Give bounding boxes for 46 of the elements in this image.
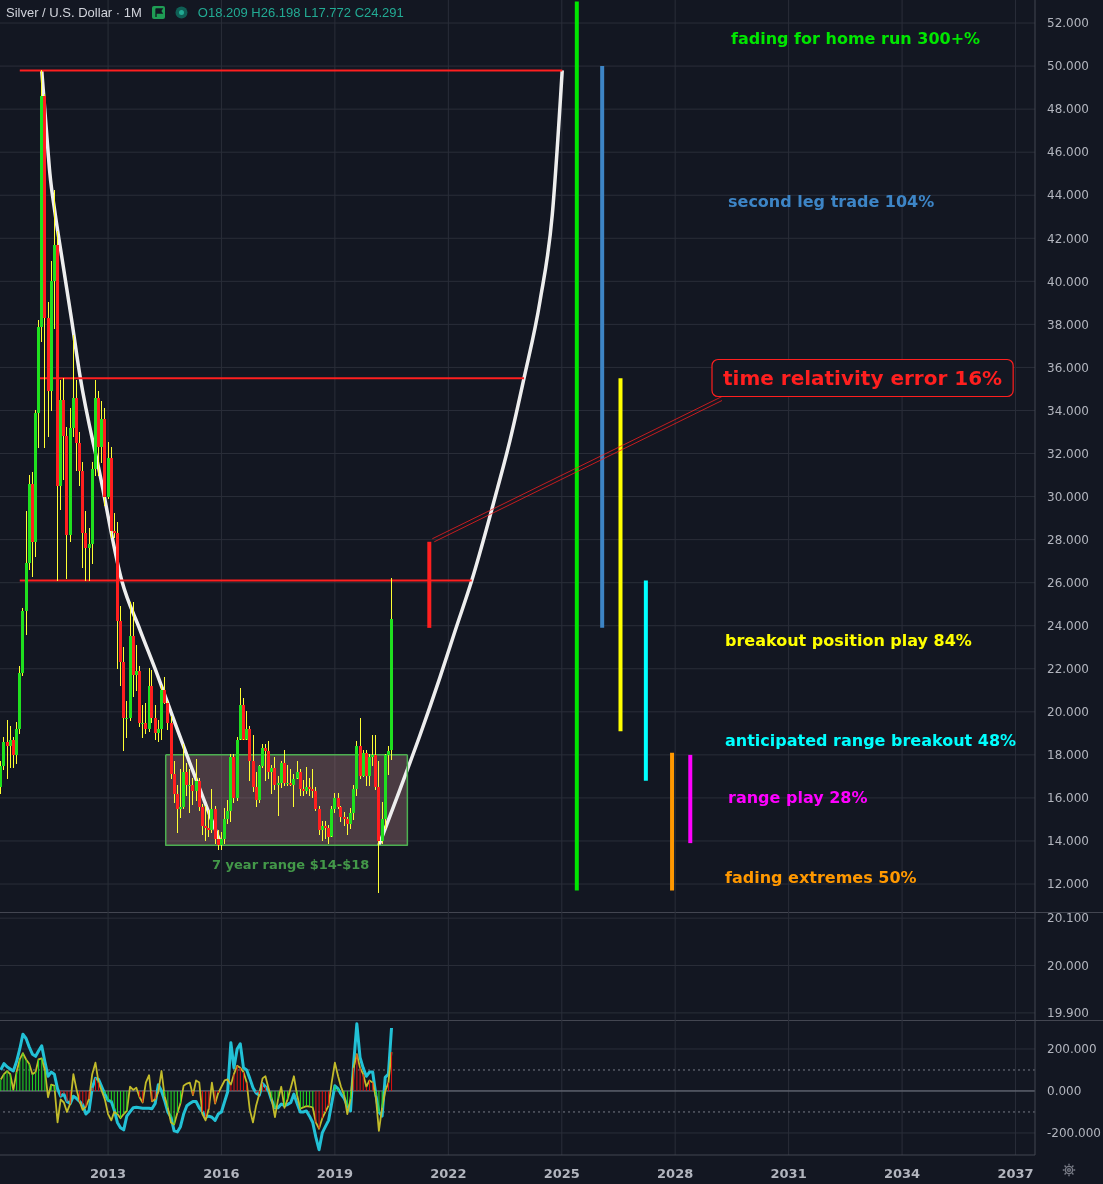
y-tick-label: 32.000 — [1047, 446, 1089, 461]
x-tick-label: 2034 — [883, 1166, 921, 1182]
y-tick-label: 22.000 — [1047, 662, 1089, 677]
y-tick-label: 44.000 — [1047, 188, 1089, 203]
y-tick-label: 20.000 — [1047, 958, 1089, 973]
y-tick-label: 40.000 — [1047, 274, 1089, 289]
annotation: second leg trade 104% — [728, 191, 935, 211]
x-tick-label: 2031 — [770, 1166, 807, 1182]
y-tick-label: 48.000 — [1047, 102, 1089, 117]
y-tick-label: 20.100 — [1047, 911, 1089, 926]
y-tick-label: 30.000 — [1047, 489, 1089, 504]
annotation: anticipated range breakout 48% — [725, 730, 1017, 750]
annotation: 7 year range $14-$18 — [212, 856, 370, 872]
annotation: fading extremes 50% — [725, 867, 917, 887]
x-tick-label: 2037 — [997, 1166, 1034, 1182]
y-tick-label: 12.000 — [1047, 877, 1089, 892]
y-tick-label: 38.000 — [1047, 317, 1089, 332]
y-tick-label: 24.000 — [1047, 618, 1089, 633]
x-tick-label: 2013 — [89, 1166, 127, 1182]
annotation: range play 28% — [728, 787, 868, 807]
chart-title: Silver / U.S. Dollar · 1M — [6, 5, 142, 20]
y-tick-label: 19.900 — [1047, 1006, 1089, 1021]
y-tick-label: 18.000 — [1047, 748, 1089, 763]
y-tick-label: 20.000 — [1047, 705, 1089, 720]
x-tick-label: 2016 — [203, 1166, 240, 1182]
y-tick-label: 52.000 — [1047, 16, 1089, 31]
y-tick-label: 200.000 — [1047, 1042, 1097, 1057]
annotation: fading for home run 300+% — [731, 28, 981, 48]
y-tick-label: 16.000 — [1047, 791, 1089, 806]
y-tick-label: 28.000 — [1047, 532, 1089, 547]
x-tick-label: 2028 — [657, 1166, 694, 1182]
x-tick-label: 2019 — [316, 1166, 353, 1182]
y-tick-label: 26.000 — [1047, 575, 1089, 590]
y-tick-label: 0.000 — [1047, 1084, 1082, 1099]
y-tick-label: 50.000 — [1047, 59, 1089, 74]
annotation: time relativity error 16% — [723, 366, 1003, 390]
y-tick-label: -200.000 — [1047, 1126, 1101, 1141]
chart-subtitle: O18.209 H26.198 L17.772 C24.291 — [197, 5, 404, 20]
x-tick-label: 2025 — [543, 1166, 580, 1182]
x-tick-label: 2022 — [430, 1166, 467, 1182]
y-tick-label: 34.000 — [1047, 403, 1089, 418]
annotation: breakout position play 84% — [725, 630, 972, 650]
y-tick-label: 46.000 — [1047, 145, 1089, 160]
y-tick-label: 14.000 — [1047, 834, 1089, 849]
y-tick-label: 42.000 — [1047, 231, 1089, 246]
y-tick-label: 36.000 — [1047, 360, 1089, 375]
